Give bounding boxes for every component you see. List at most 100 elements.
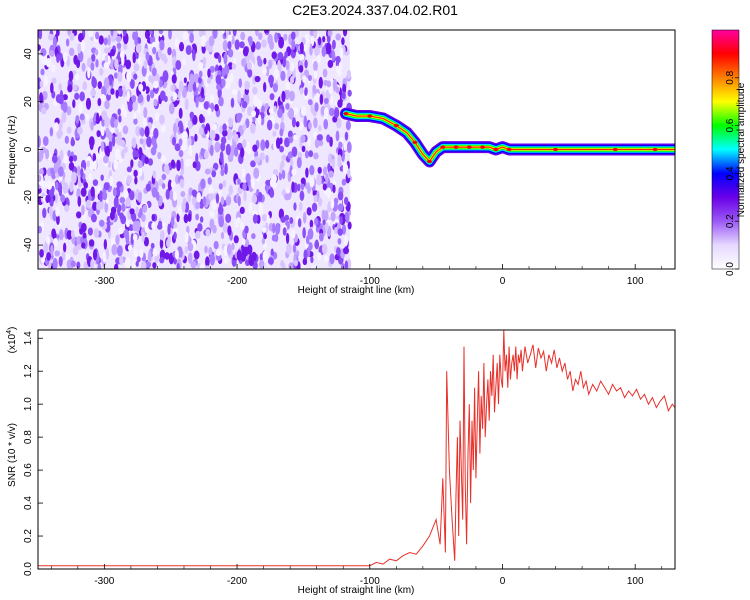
noise-speck xyxy=(241,101,248,109)
noise-speck xyxy=(330,198,335,209)
noise-speck xyxy=(85,97,92,110)
noise-speck xyxy=(146,136,152,148)
noise-speck xyxy=(247,179,251,188)
noise-speck xyxy=(130,233,134,246)
noise-speck xyxy=(322,218,326,227)
noise-speck xyxy=(182,31,189,41)
noise-speck xyxy=(40,48,47,57)
noise-speck xyxy=(289,76,295,84)
noise-speck xyxy=(337,69,342,77)
noise-speck xyxy=(187,158,193,166)
noise-speck xyxy=(338,141,343,149)
noise-speck xyxy=(200,147,205,157)
noise-speck xyxy=(281,154,287,161)
noise-speck xyxy=(103,238,108,250)
noise-speck xyxy=(324,209,329,221)
noise-speck xyxy=(58,83,62,91)
noise-speck xyxy=(81,204,85,216)
noise-speck xyxy=(50,244,54,257)
noise-speck xyxy=(261,226,267,233)
x-tick-label: -300 xyxy=(94,576,114,587)
noise-speck xyxy=(294,30,299,38)
noise-speck xyxy=(293,134,298,141)
noise-speck xyxy=(131,137,137,149)
noise-speck xyxy=(187,242,194,252)
noise-speck xyxy=(300,134,306,144)
noise-speck xyxy=(208,35,215,47)
noise-speck xyxy=(190,260,197,269)
noise-speck xyxy=(322,166,328,176)
noise-speck xyxy=(300,106,307,116)
noise-speck xyxy=(93,228,99,239)
colorbar-label: Normalized spectral amplitude xyxy=(736,82,747,217)
noise-speck xyxy=(126,90,130,103)
noise-speck xyxy=(98,35,104,45)
noise-speck xyxy=(189,111,195,119)
noise-speck xyxy=(274,122,280,130)
noise-speck xyxy=(116,181,123,188)
noise-speck xyxy=(193,73,200,84)
noise-speck xyxy=(299,41,304,54)
noise-speck xyxy=(52,35,57,48)
noise-speck xyxy=(334,107,340,119)
noise-speck xyxy=(300,264,307,269)
noise-speck xyxy=(170,216,175,227)
noise-speck xyxy=(294,106,299,115)
noise-speck xyxy=(127,244,133,252)
noise-speck xyxy=(248,201,253,213)
noise-speck xyxy=(92,249,98,261)
noise-speck xyxy=(291,146,298,158)
noise-speck xyxy=(335,117,342,129)
colorbar-tick-label: 0.8 xyxy=(725,70,736,84)
noise-speck xyxy=(267,257,274,265)
noise-speck xyxy=(264,102,269,110)
noise-speck xyxy=(233,235,239,244)
noise-speck xyxy=(343,196,349,206)
noise-speck xyxy=(338,61,343,72)
noise-speck xyxy=(344,260,349,269)
noise-speck xyxy=(115,89,119,99)
noise-speck xyxy=(110,48,116,57)
noise-speck xyxy=(237,90,241,102)
noise-speck xyxy=(265,65,270,77)
noise-speck xyxy=(174,38,179,48)
noise-speck xyxy=(297,183,301,192)
noise-speck xyxy=(309,219,314,229)
noise-speck xyxy=(41,180,48,188)
noise-speck xyxy=(307,99,313,106)
y-tick-label: 0.2 xyxy=(23,529,34,543)
noise-speck xyxy=(116,42,122,49)
noise-speck xyxy=(207,177,212,185)
noise-speck xyxy=(202,196,207,207)
noise-speck xyxy=(343,142,347,151)
noise-speck xyxy=(243,189,247,202)
noise-speck xyxy=(332,184,336,194)
noise-speck xyxy=(95,59,99,68)
noise-speck xyxy=(258,191,263,202)
noise-speck xyxy=(69,181,74,193)
noise-speck xyxy=(259,152,265,161)
noise-speck xyxy=(38,168,44,176)
noise-speck xyxy=(174,249,180,260)
noise-speck xyxy=(151,186,158,198)
y-tick-label: 1.4 xyxy=(23,331,34,345)
noise-speck xyxy=(175,60,182,71)
noise-speck xyxy=(344,212,350,222)
noise-speck xyxy=(288,136,294,144)
noise-speck xyxy=(100,126,105,137)
noise-speck xyxy=(302,257,308,266)
noise-speck xyxy=(67,150,71,158)
noise-speck xyxy=(272,169,279,176)
noise-speck xyxy=(63,242,67,253)
noise-speck xyxy=(335,33,342,41)
noise-speck xyxy=(204,265,211,269)
noise-speck xyxy=(283,33,288,41)
noise-speck xyxy=(51,154,58,164)
noise-speck xyxy=(140,260,147,269)
noise-speck xyxy=(125,220,130,228)
noise-speck xyxy=(307,74,312,81)
noise-speck xyxy=(150,242,155,249)
noise-speck xyxy=(151,214,155,222)
noise-speck xyxy=(184,231,189,244)
noise-speck xyxy=(119,255,124,266)
